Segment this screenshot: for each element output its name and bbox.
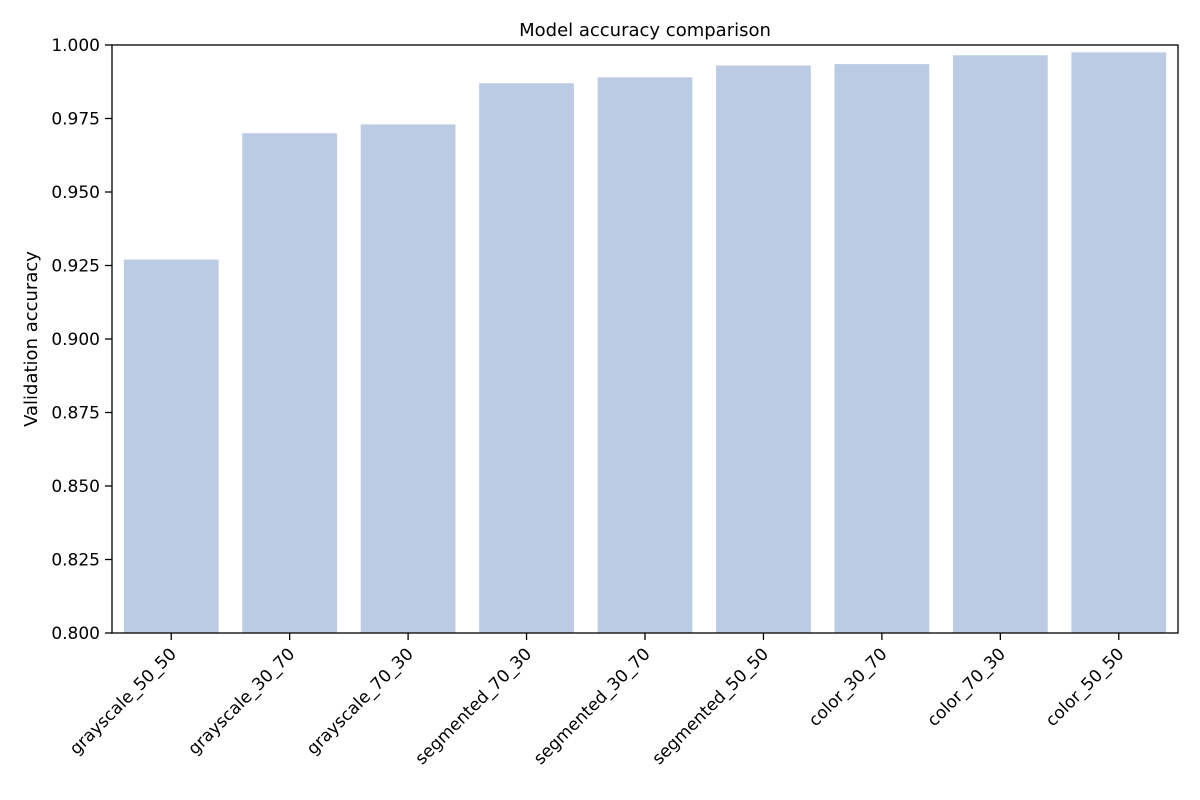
x-tick-label: color_70_30 bbox=[924, 644, 1010, 730]
y-tick-label: 0.850 bbox=[51, 477, 100, 497]
y-axis-label: Validation accuracy bbox=[21, 251, 42, 427]
plot-frame bbox=[111, 44, 1179, 634]
y-tick-label: 0.825 bbox=[51, 551, 100, 571]
x-axis-ticks: grayscale_50_50 grayscale_30_70 grayscale_… bbox=[66, 633, 1128, 769]
y-axis-ticks: 0.800 0.825 0.850 0.875 0.900 0.925 0.950 0.975… bbox=[51, 36, 112, 644]
bar-segmented_70_30 bbox=[479, 83, 574, 634]
y-tick-label: 0.975 bbox=[51, 110, 100, 130]
y-tick-label: 0.925 bbox=[51, 257, 100, 277]
bar-color_50_50 bbox=[1071, 52, 1167, 634]
bar-color_30_70 bbox=[834, 64, 930, 634]
y-tick-label: 0.950 bbox=[51, 183, 100, 203]
bar-grayscale_30_70 bbox=[242, 133, 338, 633]
x-tick-label: segmented_50_50 bbox=[648, 644, 773, 769]
chart-title: Model accuracy comparison bbox=[519, 20, 771, 41]
bar-grayscale_70_30 bbox=[360, 124, 456, 633]
x-tick-label: grayscale_70_30 bbox=[303, 644, 418, 759]
x-tick-label: segmented_30_70 bbox=[530, 644, 655, 769]
bar-segmented_30_70 bbox=[597, 77, 693, 634]
y-tick-label: 0.875 bbox=[51, 404, 100, 424]
y-tick-label: 1.000 bbox=[51, 36, 100, 56]
bar-segmented_50_50 bbox=[716, 65, 811, 633]
x-tick-label: color_30_70 bbox=[805, 644, 891, 730]
y-tick-label: 0.900 bbox=[51, 330, 100, 350]
y-tick-label: 0.800 bbox=[51, 624, 100, 644]
x-tick-label: segmented_70_30 bbox=[412, 644, 537, 769]
x-tick-label: color_50_50 bbox=[1042, 644, 1128, 730]
bars-group bbox=[123, 52, 1167, 634]
x-tick-label: grayscale_30_70 bbox=[184, 644, 299, 759]
bar-grayscale_50_50 bbox=[123, 259, 219, 633]
bar-color_70_30 bbox=[952, 55, 1048, 634]
x-tick-label: grayscale_50_50 bbox=[66, 644, 181, 759]
